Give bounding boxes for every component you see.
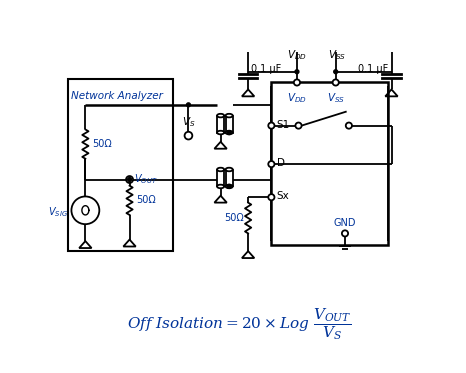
Circle shape	[268, 122, 274, 129]
Text: $V_{SIG}$: $V_{SIG}$	[48, 205, 69, 219]
Circle shape	[334, 70, 338, 73]
Circle shape	[295, 70, 299, 73]
Circle shape	[294, 79, 300, 85]
Text: $V_{SS}$: $V_{SS}$	[328, 48, 346, 62]
Text: 0.1 μF: 0.1 μF	[251, 65, 281, 74]
Text: S1: S1	[277, 120, 290, 130]
Ellipse shape	[217, 185, 224, 188]
Ellipse shape	[226, 114, 233, 117]
Text: 50Ω: 50Ω	[137, 195, 156, 205]
Circle shape	[268, 161, 274, 167]
Text: $V_{DD}$: $V_{DD}$	[287, 91, 307, 105]
Ellipse shape	[217, 114, 224, 117]
Text: $V_{SS}$: $V_{SS}$	[327, 91, 345, 105]
Ellipse shape	[226, 185, 233, 188]
Circle shape	[227, 131, 231, 134]
Circle shape	[346, 122, 352, 129]
Ellipse shape	[226, 168, 233, 171]
Circle shape	[227, 185, 231, 188]
Text: 50Ω: 50Ω	[92, 139, 112, 149]
Circle shape	[71, 197, 99, 224]
Circle shape	[126, 176, 133, 183]
Text: $V_{DD}$: $V_{DD}$	[287, 48, 307, 62]
Ellipse shape	[226, 131, 233, 134]
Circle shape	[268, 194, 274, 200]
Text: $V_S$: $V_S$	[183, 116, 196, 129]
Circle shape	[342, 231, 348, 236]
Circle shape	[227, 131, 231, 134]
Text: Network Analyzer: Network Analyzer	[71, 91, 163, 101]
Text: 0.1 μF: 0.1 μF	[358, 65, 388, 74]
Text: $V_{OUT}$: $V_{OUT}$	[134, 172, 158, 186]
Circle shape	[227, 185, 231, 188]
Bar	[271, 82, 388, 245]
Bar	[68, 79, 173, 251]
Text: Sx: Sx	[277, 191, 289, 201]
Ellipse shape	[217, 168, 224, 171]
Circle shape	[186, 103, 191, 107]
Text: D: D	[277, 159, 285, 168]
Circle shape	[333, 79, 339, 85]
Circle shape	[185, 132, 192, 140]
Text: $\it{Off\ Isolation} = 20 \times \it{Log}\ \dfrac{V_{OUT}}{V_S}$: $\it{Off\ Isolation} = 20 \times \it{Log…	[127, 307, 351, 342]
Circle shape	[128, 178, 131, 181]
Text: 50Ω: 50Ω	[225, 213, 244, 223]
Circle shape	[295, 122, 302, 129]
Ellipse shape	[217, 131, 224, 134]
Text: GND: GND	[334, 218, 356, 228]
